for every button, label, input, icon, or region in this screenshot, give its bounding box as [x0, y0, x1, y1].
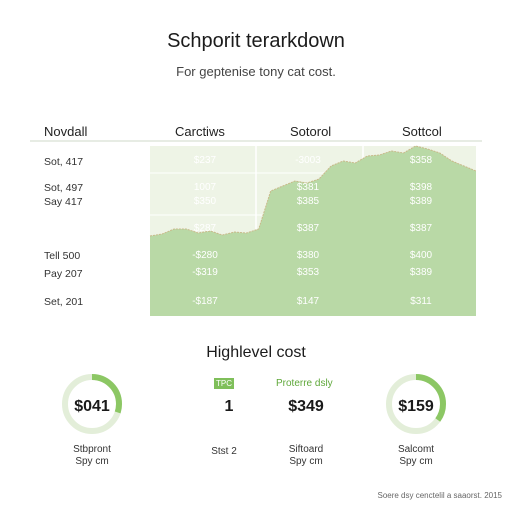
- mid-value: $349: [288, 398, 324, 415]
- row-label-6: Set, 201: [44, 296, 84, 308]
- row-label-5: Pay 207: [44, 268, 83, 280]
- cell-r6-c2: $353: [296, 267, 320, 278]
- cell-r7-c2: $147: [296, 296, 320, 307]
- cell-r1-c2: -3003: [295, 155, 321, 166]
- row-label-4: Tell 500: [44, 250, 81, 262]
- footnote: Soere dsy cenctelil a saaorst. 2015: [377, 491, 502, 500]
- cell-r2-c2: $381: [296, 182, 320, 193]
- column-header-3: Sotorol: [290, 124, 332, 139]
- cell-r7-c1: -$187: [192, 296, 218, 307]
- area-series-line: [149, 145, 477, 237]
- page-title: Schporit terarkdown: [167, 30, 345, 52]
- gauge-right-label-2: Spy cm: [399, 456, 433, 467]
- cell-r1-c3: $358: [409, 155, 433, 166]
- page-subtitle: For geptenise tony cat cost.: [176, 64, 336, 79]
- cell-r6-c3: $389: [409, 267, 433, 278]
- gauge-right-value: $159: [398, 398, 434, 415]
- column-header-1: Novdall: [44, 124, 88, 139]
- row-label-1: Sot, 417: [44, 156, 84, 168]
- cell-r6-c1: -$319: [192, 267, 218, 278]
- gauge-left: [62, 374, 122, 434]
- cell-r4-c3: $387: [409, 223, 433, 234]
- cell-r3-c2: $385: [296, 196, 320, 207]
- mid-count: 1: [224, 398, 234, 415]
- gauge-right-label-1: Salcomt: [397, 444, 435, 455]
- row-label-2: Sot, 497: [44, 182, 84, 194]
- cell-r2-c1: 1007: [193, 182, 217, 193]
- cell-r2-c3: $398: [409, 182, 433, 193]
- column-header-2: Carctiws: [175, 124, 225, 139]
- cell-r5-c2: $380: [296, 250, 320, 261]
- row-label-3: Say 417: [44, 196, 83, 208]
- cell-r1-c1: $237: [193, 155, 217, 166]
- cell-r5-c1: -$280: [192, 250, 218, 261]
- mid-label-right-2: Spy cm: [289, 456, 323, 467]
- cell-r3-c3: $389: [409, 196, 433, 207]
- cell-r5-c3: $400: [409, 250, 433, 261]
- mid-note: Proterre dsly: [276, 378, 333, 389]
- gauge-left-label-1: Stbpront: [73, 444, 111, 455]
- cell-r3-c1: $350: [193, 196, 217, 207]
- gauge-left-label-2: Spy cm: [75, 456, 109, 467]
- column-header-4: Sottcol: [402, 124, 442, 139]
- gauge-right: [386, 374, 446, 434]
- mid-chip: TPC: [214, 378, 234, 389]
- cell-r4-c2: $387: [296, 223, 320, 234]
- gauge-left-value: $041: [74, 398, 110, 415]
- cell-r4-c1: $287: [193, 223, 217, 234]
- cell-r7-c3: $311: [410, 296, 432, 307]
- mid-label-left: Stst 2: [211, 446, 237, 457]
- section-title: Highlevel cost: [206, 344, 306, 361]
- area-series: [150, 146, 476, 316]
- gauge-right-arc: [386, 374, 446, 434]
- gauge-left-arc: [62, 374, 122, 434]
- mid-label-right-1: Siftoard: [288, 444, 324, 455]
